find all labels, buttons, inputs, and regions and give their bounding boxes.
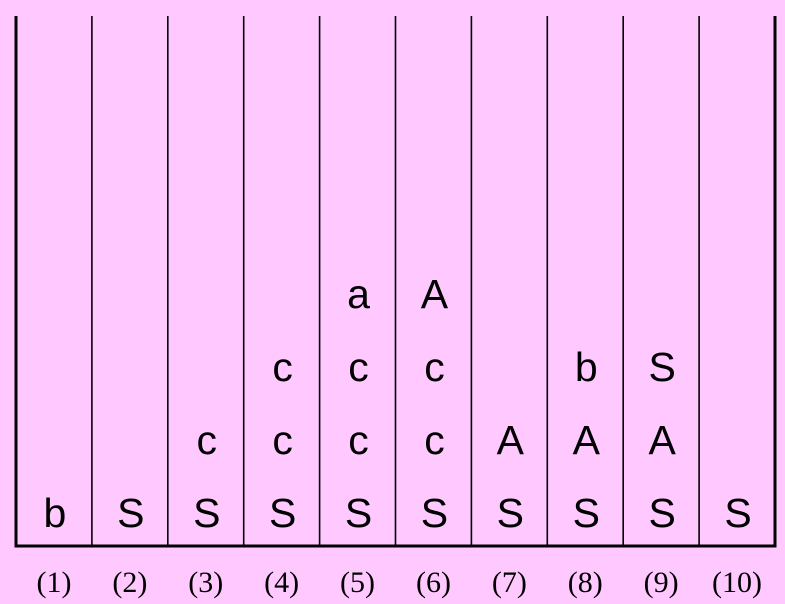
- stack-7-symbol-2: A: [497, 417, 525, 463]
- stack-5-symbol-4: a: [347, 271, 370, 317]
- stack-8-symbol-3: b: [575, 344, 598, 390]
- stack-2-symbol-1: S: [117, 490, 144, 536]
- stack-8-symbol-1: S: [573, 490, 600, 536]
- stack-9-symbol-2: A: [648, 417, 676, 463]
- stack-6-symbol-3: c: [424, 344, 445, 390]
- stack-7-symbol-1: S: [497, 490, 524, 536]
- stack-10-symbol-1: S: [724, 490, 751, 536]
- stack-3-symbol-2: c: [197, 417, 218, 463]
- column-dividers: [91, 16, 700, 546]
- stack-label-3: (3): [188, 566, 223, 599]
- stack-5-symbol-3: c: [348, 344, 369, 390]
- stack-6-symbol-1: S: [421, 490, 448, 536]
- stack-9-symbol-1: S: [648, 490, 675, 536]
- stack-frame: [14, 16, 777, 548]
- stack-label-1: (1): [36, 566, 71, 599]
- stack-5-symbol-2: c: [348, 417, 369, 463]
- stack-3-symbol-1: S: [193, 490, 220, 536]
- stack-5-symbol-1: S: [345, 490, 372, 536]
- stack-4-symbol-2: c: [272, 417, 293, 463]
- stack-9-symbol-3: S: [648, 344, 675, 390]
- stack-8-symbol-2: A: [573, 417, 601, 463]
- stack-label-8: (8): [568, 566, 603, 599]
- stack-6-symbol-2: c: [424, 417, 445, 463]
- stack-1-symbol-1: b: [44, 490, 67, 536]
- stack-label-6: (6): [416, 566, 451, 599]
- stack-label-4: (4): [264, 566, 299, 599]
- stack-label-5: (5): [340, 566, 375, 599]
- stack-4-symbol-1: S: [269, 490, 296, 536]
- stack-4-symbol-3: c: [272, 344, 293, 390]
- stack-label-2: (2): [112, 566, 147, 599]
- stack-label-10: (10): [712, 566, 762, 599]
- stack-labels: (1) (2) (3) (4) (5) (6) (7) (8) (9) (10): [36, 566, 762, 599]
- stack-label-7: (7): [492, 566, 527, 599]
- stack-label-9: (9): [644, 566, 679, 599]
- stack-6-symbol-4: A: [421, 271, 449, 317]
